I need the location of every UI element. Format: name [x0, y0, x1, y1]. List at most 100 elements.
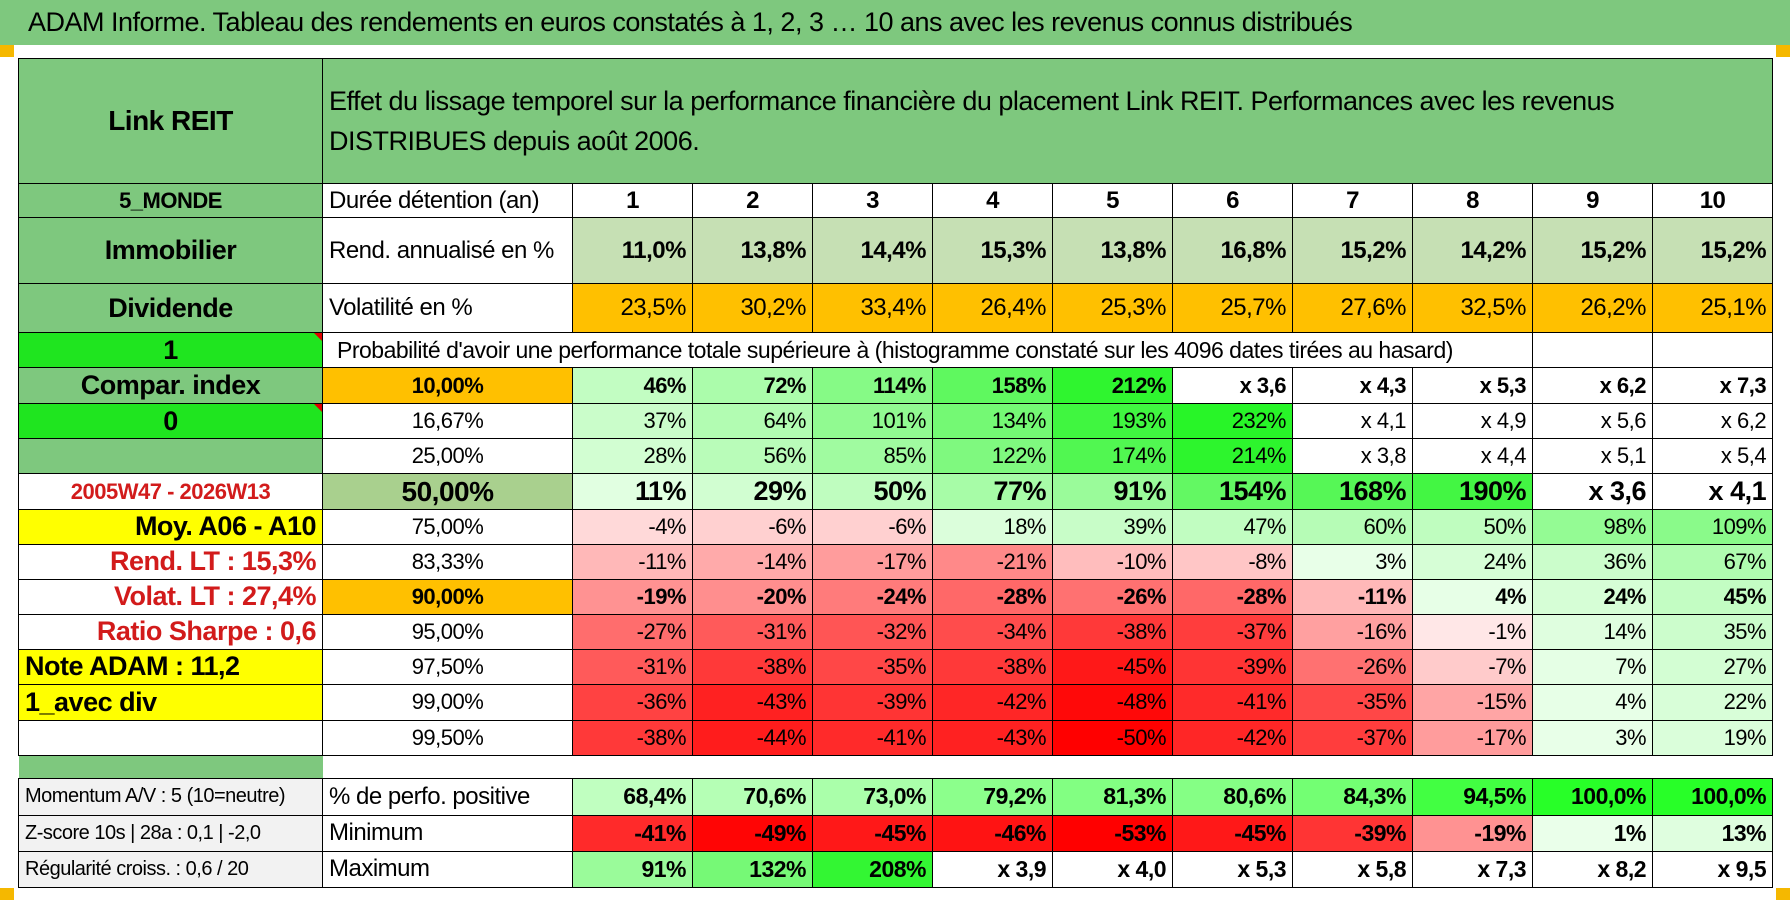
volatility-cell: 25,1%: [1651, 283, 1774, 334]
percentile-label: 99,00%: [322, 683, 573, 721]
annual-return-cell: 15,2%: [1292, 217, 1413, 285]
performance-table: Link REIT Effet du lissage temporel sur l…: [18, 57, 1774, 889]
percentile-label: 25,00%: [322, 438, 573, 475]
probability-cell: -42%: [932, 683, 1053, 721]
volatility-cell: 25,3%: [1052, 283, 1173, 334]
probability-cell: -21%: [932, 543, 1053, 580]
spacer: [812, 755, 933, 780]
probability-cell: -43%: [692, 683, 813, 721]
probability-cell: -24%: [812, 578, 933, 615]
probability-cell: -41%: [812, 719, 933, 757]
sidebar-stat: Régularité croiss. : 0,6 / 20: [18, 850, 323, 889]
sidebar-item: Ratio Sharpe : 0,6: [18, 613, 323, 650]
sidebar-item: 1_avec div: [18, 683, 323, 721]
probability-cell: -28%: [1172, 578, 1293, 615]
spacer: [932, 755, 1053, 780]
stat-cell: 81,3%: [1052, 778, 1173, 816]
stat-cell: 73,0%: [812, 778, 933, 816]
probability-cell: x 3,6: [1532, 473, 1653, 510]
probability-cell: -7%: [1412, 648, 1533, 685]
annual-return-cell: 13,8%: [692, 217, 813, 285]
row-label: Maximum: [322, 850, 573, 889]
year-header: 6: [1172, 183, 1293, 219]
report-title: ADAM Informe. Tableau des rendements en …: [28, 7, 1353, 37]
probability-cell: 3%: [1532, 719, 1653, 757]
sidebar-stat: Z-score 10s | 28a : 0,1 | -2,0: [18, 814, 323, 852]
probability-cell: -36%: [572, 683, 693, 721]
probability-cell: -42%: [1172, 719, 1293, 757]
probability-cell: 27%: [1651, 648, 1774, 685]
probability-cell: -11%: [572, 543, 693, 580]
spacer: [18, 755, 323, 780]
volatility-cell: 27,6%: [1292, 283, 1413, 334]
year-header: 5: [1052, 183, 1173, 219]
stat-cell: -19%: [1412, 814, 1533, 852]
probability-cell: -31%: [692, 613, 813, 650]
spacer: [1052, 755, 1173, 780]
probability-cell: 7%: [1532, 648, 1653, 685]
stat-cell: -39%: [1292, 814, 1413, 852]
annual-return-cell: 14,4%: [812, 217, 933, 285]
probability-cell: 19%: [1651, 719, 1774, 757]
probability-cell: -6%: [692, 508, 813, 545]
row-label: Minimum: [322, 814, 573, 852]
year-header: 3: [812, 183, 933, 219]
annual-return-cell: 13,8%: [1052, 217, 1173, 285]
stat-cell: 94,5%: [1412, 778, 1533, 816]
stat-cell: -53%: [1052, 814, 1173, 852]
probability-cell: 98%: [1532, 508, 1653, 545]
probability-cell: -48%: [1052, 683, 1173, 721]
annual-return-cell: 14,2%: [1412, 217, 1533, 285]
row-label: % de perfo. positive: [322, 778, 573, 816]
probability-cell: -32%: [812, 613, 933, 650]
year-header: 8: [1412, 183, 1533, 219]
probability-cell: 28%: [572, 438, 693, 475]
probability-cell: 72%: [692, 367, 813, 405]
annual-return-cell: 15,2%: [1651, 217, 1774, 285]
sidebar-item: [18, 438, 323, 475]
stat-cell: 100,0%: [1651, 778, 1774, 816]
probability-cell: -35%: [1292, 683, 1413, 721]
year-header: 1: [572, 183, 693, 219]
stat-cell: 208%: [812, 850, 933, 889]
probability-cell: x 5,3: [1412, 367, 1533, 405]
probability-cell: -34%: [932, 613, 1053, 650]
corner-marker: [1776, 888, 1790, 900]
report-title-bar: ADAM Informe. Tableau des rendements en …: [0, 0, 1790, 45]
stat-cell: 1%: [1532, 814, 1653, 852]
probability-cell: x 4,9: [1412, 403, 1533, 440]
asset-name: Link REIT: [18, 57, 323, 185]
probability-cell: x 4,1: [1292, 403, 1413, 440]
corner-marker: [0, 888, 14, 900]
percentile-label: 75,00%: [322, 508, 573, 545]
sidebar-item: 1: [18, 332, 323, 369]
spacer: [322, 755, 573, 780]
probability-cell: 91%: [1052, 473, 1173, 510]
stat-cell: 80,6%: [1172, 778, 1293, 816]
probability-cell: 14%: [1532, 613, 1653, 650]
probability-cell: 45%: [1651, 578, 1774, 615]
annual-return-cell: 11,0%: [572, 217, 693, 285]
year-header: 4: [932, 183, 1053, 219]
stat-cell: -45%: [812, 814, 933, 852]
stat-cell: 68,4%: [572, 778, 693, 816]
year-header: 9: [1532, 183, 1653, 219]
probability-cell: 64%: [692, 403, 813, 440]
probability-cell: -11%: [1292, 578, 1413, 615]
probability-cell: -10%: [1052, 543, 1173, 580]
probability-cell: x 3,6: [1172, 367, 1293, 405]
probability-cell: 39%: [1052, 508, 1173, 545]
sidebar-item: Volat. LT : 27,4%: [18, 578, 323, 615]
probability-cell: 190%: [1412, 473, 1533, 510]
probability-cell: -37%: [1172, 613, 1293, 650]
probability-cell: 50%: [812, 473, 933, 510]
probability-cell: 212%: [1052, 367, 1173, 405]
sidebar-item: 2005W47 - 2026W13: [18, 473, 323, 510]
probability-cell: -45%: [1052, 648, 1173, 685]
probability-cell: 85%: [812, 438, 933, 475]
volatility-cell: 26,4%: [932, 283, 1053, 334]
probability-cell: x 7,3: [1651, 367, 1774, 405]
volatility-cell: 26,2%: [1532, 283, 1653, 334]
stat-cell: x 8,2: [1532, 850, 1653, 889]
probability-cell: -6%: [812, 508, 933, 545]
